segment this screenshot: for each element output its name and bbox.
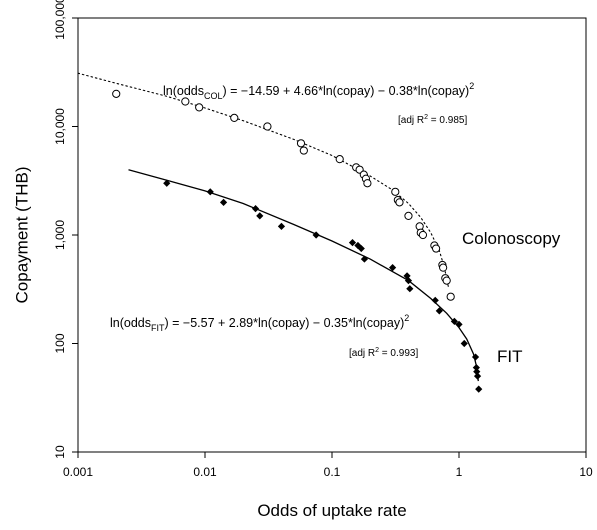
colonoscopy-point bbox=[335, 155, 344, 164]
fit-point bbox=[404, 276, 413, 285]
x-tick-label: 0.1 bbox=[324, 465, 341, 479]
fit-point bbox=[277, 222, 286, 231]
colonoscopy-equation: ln(oddsCOL) = −14.59 + 4.66*ln(copay) − … bbox=[163, 81, 474, 101]
fit-point bbox=[406, 285, 414, 293]
colonoscopy-point bbox=[296, 139, 306, 148]
fit-series-label: FIT bbox=[497, 347, 523, 366]
colonoscopy-point bbox=[299, 146, 308, 155]
colonoscopy-point bbox=[181, 97, 190, 106]
fit-point bbox=[206, 188, 214, 196]
y-tick-label: 100 bbox=[53, 333, 67, 353]
fit-point bbox=[312, 231, 320, 239]
fit-point bbox=[472, 363, 480, 372]
colonoscopy-series-label: Colonoscopy bbox=[462, 229, 561, 248]
colonoscopy-point bbox=[404, 211, 413, 220]
fit-r2-superscript: 2 bbox=[375, 347, 379, 354]
colonoscopy-point bbox=[363, 179, 372, 188]
y-tick-label: 100,000 bbox=[53, 0, 67, 40]
fit-point bbox=[473, 368, 481, 376]
colonoscopy-r2: [adj R2 = 0.985] bbox=[398, 114, 467, 126]
colonoscopy-equation-subscript: COL bbox=[204, 91, 223, 101]
colonoscopy-equation-body: ) = −14.59 + 4.66*ln(copay) − 0.38*ln(co… bbox=[223, 84, 470, 98]
fit-point bbox=[251, 205, 260, 213]
x-tick-label: 1 bbox=[456, 465, 463, 479]
fit-point bbox=[460, 339, 468, 348]
y-tick-label: 10,000 bbox=[53, 108, 67, 145]
x-tick-label: 10 bbox=[579, 465, 593, 479]
x-tick-label: 0.001 bbox=[63, 465, 93, 479]
y-tick-label: 1,000 bbox=[53, 220, 67, 250]
fit-r2-prefix: [adj R bbox=[349, 348, 375, 359]
y-axis-ticks: 10 100 1,000 10,000 100,000 bbox=[53, 0, 78, 459]
colonoscopy-equation-superscript: 2 bbox=[469, 81, 474, 91]
x-axis-ticks: 0.001 0.01 0.1 1 10 bbox=[63, 452, 593, 479]
fit-point bbox=[473, 372, 482, 380]
fit-point bbox=[360, 255, 369, 263]
fit-equation-prefix: ln(odds bbox=[110, 316, 151, 330]
x-tick-label: 0.01 bbox=[193, 465, 217, 479]
fit-r2: [adj R2 = 0.993] bbox=[349, 347, 418, 359]
colonoscopy-point bbox=[431, 244, 441, 253]
fit-equation-superscript: 2 bbox=[404, 313, 409, 323]
colonoscopy-point bbox=[442, 276, 451, 285]
fit-point bbox=[348, 239, 357, 247]
colonoscopy-point bbox=[112, 89, 121, 98]
fit-point bbox=[219, 198, 228, 206]
colonoscopy-equation-prefix: ln(odds bbox=[163, 84, 204, 98]
colonoscopy-point bbox=[418, 230, 428, 240]
colonoscopy-r2-prefix: [adj R bbox=[398, 115, 424, 126]
fit-point bbox=[357, 244, 365, 253]
fit-equation-body: ) = −5.57 + 2.89*ln(copay) − 0.35*ln(cop… bbox=[165, 316, 405, 330]
colonoscopy-point bbox=[439, 263, 448, 272]
fit-r2-suffix: = 0.993] bbox=[379, 348, 418, 359]
y-axis-title: Copayment (THB) bbox=[13, 167, 32, 304]
fit-point bbox=[475, 385, 483, 393]
colonoscopy-point bbox=[263, 122, 272, 131]
fit-point bbox=[435, 307, 443, 315]
fit-equation-subscript: FIT bbox=[151, 323, 165, 333]
fit-point bbox=[163, 179, 171, 187]
fit-point bbox=[256, 212, 264, 220]
fit-point bbox=[471, 353, 480, 361]
colonoscopy-fit-curve bbox=[77, 72, 450, 290]
fit-point bbox=[403, 272, 411, 280]
fit-equation: ln(oddsFIT) = −5.57 + 2.89*ln(copay) − 0… bbox=[110, 313, 409, 333]
y-tick-label: 10 bbox=[53, 445, 67, 459]
fit-point bbox=[388, 264, 397, 272]
colonoscopy-point bbox=[395, 198, 404, 207]
fit-point bbox=[455, 320, 463, 328]
colonoscopy-r2-superscript: 2 bbox=[424, 114, 428, 121]
colonoscopy-r2-suffix: = 0.985] bbox=[428, 115, 467, 126]
colonoscopy-point bbox=[446, 292, 455, 301]
fit-point bbox=[450, 317, 459, 325]
colonoscopy-point bbox=[391, 187, 400, 196]
colonoscopy-point bbox=[195, 103, 204, 112]
data-markers bbox=[112, 89, 483, 393]
fit-point bbox=[431, 296, 439, 304]
x-axis-title: Odds of uptake rate bbox=[257, 501, 406, 520]
colonoscopy-point bbox=[230, 113, 239, 123]
